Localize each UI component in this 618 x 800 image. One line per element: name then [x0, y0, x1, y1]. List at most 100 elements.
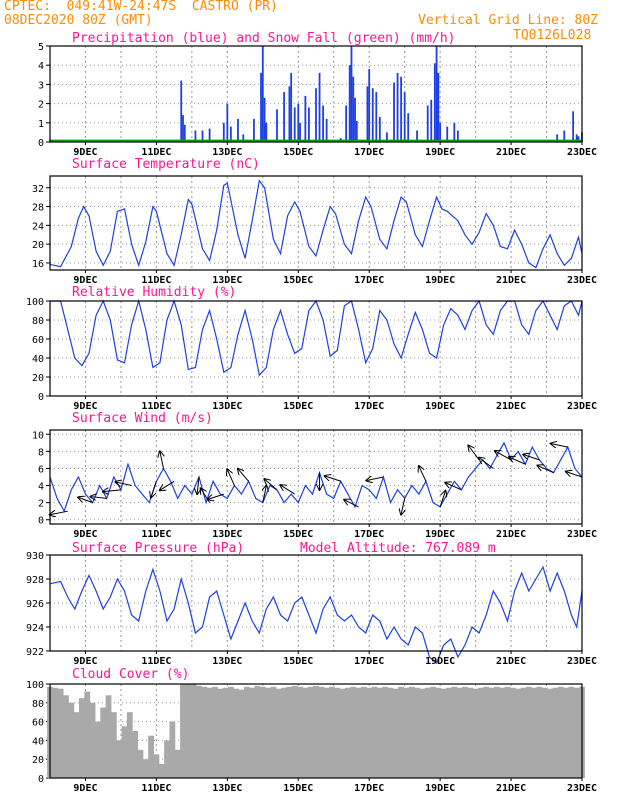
temp-xtick-label: 17DEC	[354, 275, 384, 286]
precip-bar	[265, 122, 268, 142]
precip-bar	[439, 122, 442, 142]
rh-ytick-label: 0	[38, 392, 44, 403]
cloud-bar	[313, 685, 319, 778]
precip-bar	[229, 126, 232, 142]
cloud-bar	[158, 763, 165, 778]
cloud-bar	[419, 688, 426, 778]
temp-ytick-label: 20	[32, 240, 44, 251]
precip-bar	[386, 132, 388, 142]
wind-vector	[537, 466, 554, 474]
wind-xtick-label: 23DEC	[567, 529, 597, 540]
cloud-bar	[174, 749, 181, 778]
pres-line	[49, 565, 583, 664]
wind-xtick-label: 19DEC	[425, 529, 455, 540]
pres-frame	[49, 554, 583, 652]
rh-xtick-label: 13DEC	[212, 401, 242, 412]
cloud-bar	[153, 754, 160, 778]
temp-xtick-label: 23DEC	[567, 275, 597, 286]
cloud-bar	[334, 687, 341, 778]
cloud-bar	[478, 687, 484, 778]
cloud-bar	[382, 686, 389, 778]
wind-vector	[227, 469, 235, 486]
cloud-bar	[408, 686, 415, 778]
precip-title: Precipitation (blue) and Snow Fall (gree…	[72, 31, 456, 46]
precip-ytick-label: 5	[38, 42, 44, 53]
precip-bar	[375, 92, 378, 142]
cloud-bar	[329, 686, 335, 778]
cloud-bar	[132, 731, 139, 778]
cloud-bar	[286, 686, 293, 778]
precip-bar	[260, 72, 262, 142]
rh-xtick-label: 17DEC	[354, 401, 384, 412]
cloud-bar	[233, 688, 240, 778]
header-vertical-grid: Vertical Grid Line: 80Z	[418, 13, 599, 28]
precip-bar	[237, 118, 239, 142]
precip-bar	[407, 113, 410, 142]
precip-xtick-label: 17DEC	[354, 147, 384, 158]
cloud-bar	[403, 687, 410, 778]
precip-bar	[400, 76, 403, 142]
cloud-ytick-label: 60	[32, 718, 44, 729]
header-station: CPTEC: 049:41W-24:47S CASTRO (PR)	[4, 0, 278, 14]
cloud-bar	[536, 686, 543, 778]
cloud-bar	[515, 688, 522, 778]
temp-xtick-label: 21DEC	[496, 275, 526, 286]
precip-bar	[378, 117, 381, 142]
precip-xtick-label: 21DEC	[496, 147, 526, 158]
wind-vector	[50, 511, 68, 515]
cloud-bar	[275, 688, 282, 778]
precip-bar	[446, 126, 449, 142]
precip-bar	[366, 86, 369, 142]
cloud-xtick-label: 17DEC	[354, 783, 384, 794]
precip-bar	[348, 65, 351, 142]
cloud-bar	[110, 712, 117, 778]
precip-xtick-label: 23DEC	[567, 147, 597, 158]
precip-bar	[352, 76, 355, 142]
rh-xtick-label: 11DEC	[141, 401, 171, 412]
rh-ytick-label: 40	[32, 354, 44, 365]
wind-xtick-label: 13DEC	[212, 529, 242, 540]
rh-line	[50, 298, 583, 377]
cloud-bar	[206, 687, 213, 778]
cloud-bar	[259, 686, 266, 778]
precip-bar	[350, 46, 353, 142]
wind-vector	[208, 493, 224, 499]
cloud-bar	[414, 687, 420, 778]
precip-bar	[396, 72, 399, 142]
wind-vector	[264, 479, 278, 491]
precip-bar	[222, 122, 225, 142]
wind-title: Surface Wind (m/s)	[72, 411, 213, 426]
pres-xtick-label: 11DEC	[141, 656, 171, 667]
cloud-bar	[265, 687, 272, 778]
temp-xtick-label: 13DEC	[212, 275, 242, 286]
cloud-bar	[557, 686, 564, 778]
wind-ytick-label: 4	[38, 482, 44, 493]
cloud-bar	[270, 686, 277, 778]
precip-bar	[393, 82, 395, 142]
cloud-bar	[185, 684, 192, 778]
wind-vector	[115, 482, 132, 486]
cloud-bar	[499, 687, 506, 778]
cloud-bar	[440, 688, 447, 778]
rh-xtick-label: 9DEC	[73, 401, 97, 412]
cloud-bar	[281, 687, 287, 778]
wind-vector	[91, 497, 107, 499]
rh-ytick-label: 60	[32, 335, 44, 346]
cloud-bar	[430, 686, 436, 778]
cloud-bar	[142, 759, 149, 778]
pres-xtick-label: 13DEC	[212, 656, 242, 667]
cloud-bar	[254, 685, 261, 778]
wind-vector	[344, 500, 359, 508]
cloud-bar	[467, 687, 474, 778]
precip-ytick-label: 2	[38, 100, 44, 111]
temp-xtick-label: 11DEC	[141, 275, 171, 286]
rh-ytick-label: 80	[32, 316, 44, 327]
precip-bar	[325, 118, 328, 142]
cloud-bar	[63, 695, 69, 778]
cloud-bar	[376, 687, 383, 778]
cloud-bar	[116, 740, 123, 778]
rh-xtick-label: 21DEC	[496, 401, 526, 412]
cloud-xtick-label: 13DEC	[212, 783, 242, 794]
temp-ytick-label: 32	[32, 184, 44, 195]
cloud-bar	[68, 702, 75, 778]
